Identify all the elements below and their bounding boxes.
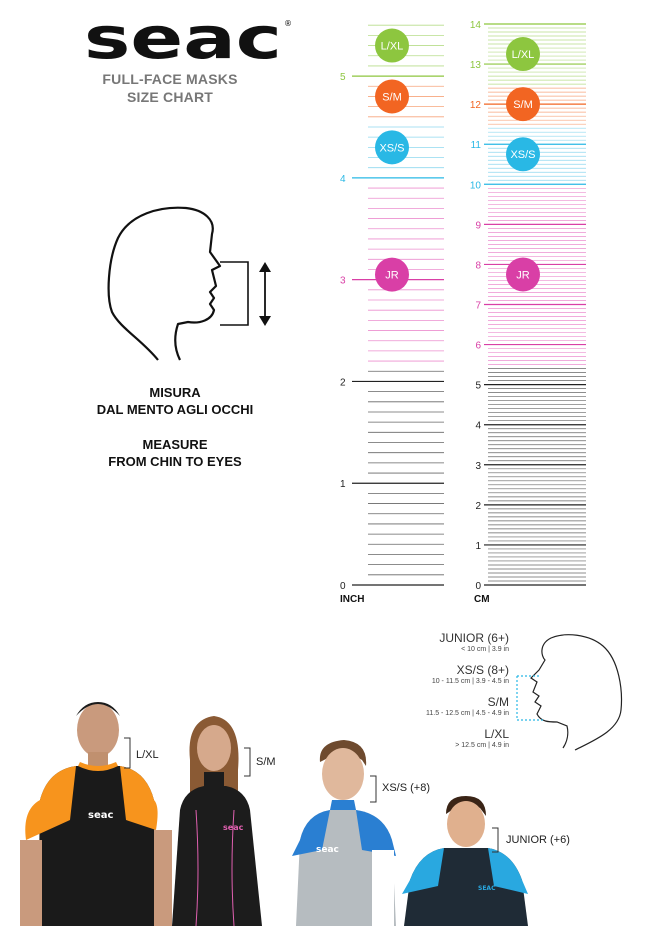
legend-range: 11.5 - 12.5 cm | 4.5 - 4.9 in	[425, 710, 509, 717]
cm-tick-label: 5	[475, 381, 481, 392]
legend-title: S/M	[487, 695, 509, 709]
seac-logo: seac ®	[84, 16, 292, 64]
cm-tick-label: 1	[475, 541, 481, 552]
badge-label: XS/S	[379, 142, 404, 154]
inch-tick-label: 4	[340, 174, 346, 185]
shirt-logo-text: seac	[316, 845, 339, 855]
cm-tick-label: 0	[475, 581, 481, 592]
legend-junior: JUNIOR (6+) < 10 cm | 3.9 in	[439, 631, 509, 655]
badge-label: JR	[516, 269, 530, 281]
models-in-rash-guards: seac seac seac SEAC	[20, 702, 528, 926]
inch-size-badge: JR	[375, 257, 409, 292]
cm-tick-label: 3	[475, 461, 481, 472]
cm-tick-label: 6	[475, 341, 481, 352]
cm-size-badge: JR	[506, 257, 540, 292]
cm-tick-label: 11	[471, 140, 482, 151]
person-size-label-junior: JUNIOR (+6)	[506, 834, 570, 846]
cm-tick-label: 9	[475, 220, 481, 231]
inch-size-badge: S/M	[375, 79, 409, 114]
measure-it-line-2: DAL MENTO AGLI OCCHI	[96, 402, 254, 417]
head-outline	[107, 206, 222, 361]
inch-size-badge: XS/S	[375, 130, 409, 165]
person-woman-sm: seac	[172, 716, 262, 926]
cm-tick-label: 12	[470, 100, 482, 111]
shirt-logo-text: SEAC	[478, 885, 496, 892]
cm-tick-label: 13	[470, 60, 482, 71]
legend-title: XS/S (8+)	[456, 663, 509, 677]
legend-title: L/XL	[484, 727, 509, 741]
logo-registered-mark: ®	[284, 19, 292, 28]
person-child-junior: SEAC	[402, 796, 528, 926]
small-head-profile	[516, 634, 623, 751]
inch-size-badge: L/XL	[375, 28, 409, 63]
person-size-label-lxl: L/XL	[136, 749, 159, 761]
cm-tick-label: 8	[475, 260, 481, 271]
subtitle-line-1: FULL-FACE MASKS	[102, 71, 238, 87]
cm-tick-label: 10	[470, 180, 482, 191]
cm-size-badge: S/M	[506, 87, 540, 122]
cm-unit-label: CM	[474, 594, 490, 605]
inch-tick-label: 5	[340, 72, 346, 83]
inch-tick-label: 3	[340, 276, 346, 287]
measure-it-line-1: MISURA	[149, 385, 201, 400]
badge-label: S/M	[513, 99, 533, 111]
small-head-outline	[530, 634, 623, 751]
person-man-lxl: seac	[20, 702, 172, 926]
measure-en-line-1: MEASURE	[142, 437, 208, 452]
head-profile-illustration	[107, 206, 271, 361]
chart-subtitle: FULL-FACE MASKS SIZE CHART	[100, 70, 240, 106]
inch-unit-label: INCH	[340, 594, 364, 605]
shirt-logo-text: seac	[223, 823, 244, 832]
legend-range: 10 - 11.5 cm | 3.9 - 4.5 in	[431, 678, 509, 685]
legend-xss: XS/S (8+) 10 - 11.5 cm | 3.9 - 4.5 in	[432, 663, 509, 687]
person-size-label-sm: S/M	[256, 756, 276, 768]
legend-range: < 10 cm | 3.9 in	[461, 646, 509, 653]
person-teen-xss: seac	[292, 740, 396, 926]
badge-label: JR	[385, 270, 399, 282]
logo-text: seac	[84, 16, 282, 64]
cm-tick-label: 7	[475, 301, 481, 312]
measure-bracket	[220, 261, 249, 326]
measure-instruction-it: MISURA DAL MENTO AGLI OCCHI	[70, 384, 280, 418]
measure-en-line-2: FROM CHIN TO EYES	[108, 454, 242, 469]
inch-tick-label: 1	[340, 479, 346, 490]
inch-ruler: 0 1 2 3 4 5 L/XL S/M XS/S JR	[340, 24, 444, 592]
badge-label: S/M	[382, 91, 402, 103]
badge-label: L/XL	[512, 49, 535, 61]
cm-tick-label: 4	[475, 421, 481, 432]
cm-size-badge: L/XL	[506, 37, 540, 72]
legend-title: JUNIOR (6+)	[439, 631, 509, 645]
subtitle-line-2: SIZE CHART	[127, 89, 213, 105]
cm-tick-label: 2	[475, 501, 481, 512]
badge-label: XS/S	[510, 149, 535, 161]
legend-sm: S/M 11.5 - 12.5 cm | 4.5 - 4.9 in	[426, 695, 509, 719]
shirt-logo-text: seac	[88, 810, 113, 821]
legend-range: > 12.5 cm | 4.9 in	[455, 742, 509, 749]
cm-tick-label: 14	[470, 20, 482, 31]
person-size-label-xss: XS/S (+8)	[382, 782, 430, 794]
badge-label: L/XL	[381, 41, 404, 53]
small-measure-bracket	[516, 675, 545, 721]
cm-size-badge: XS/S	[506, 137, 540, 172]
legend-lxl: L/XL > 12.5 cm | 4.9 in	[455, 727, 509, 751]
double-arrow-icon	[259, 262, 271, 326]
measure-instruction-en: MEASURE FROM CHIN TO EYES	[70, 436, 280, 470]
inch-tick-label: 0	[340, 581, 346, 592]
inch-tick-label: 2	[340, 377, 346, 388]
